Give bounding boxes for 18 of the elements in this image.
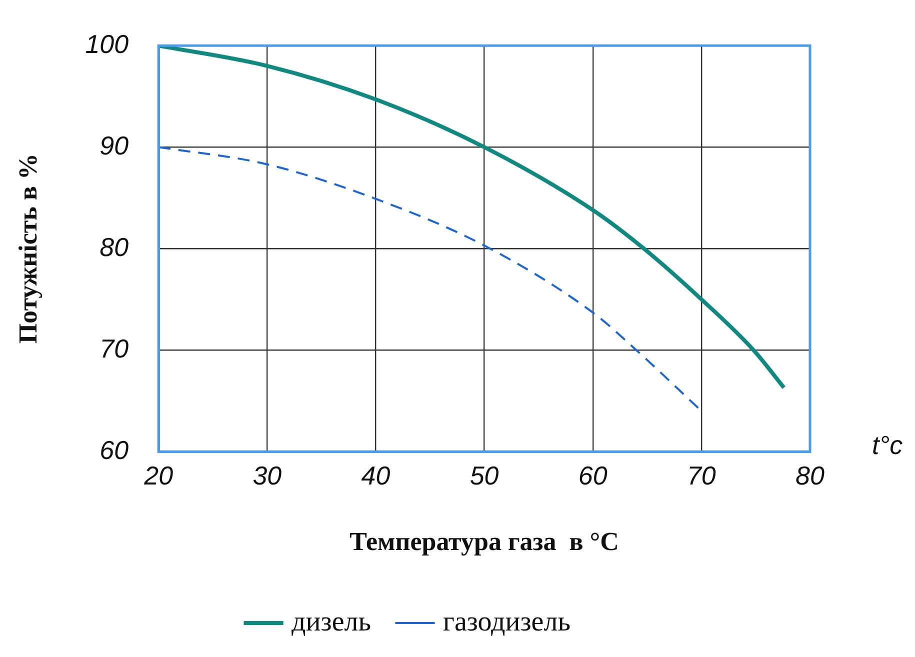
- x-tick-label: 80: [796, 460, 825, 490]
- line-series: [158, 46, 786, 390]
- legend-label: дизель: [292, 606, 372, 638]
- y-tick-label: 100: [85, 28, 130, 59]
- x-axis-title: Температура газа в °C: [350, 527, 619, 556]
- x-tick-label: 40: [361, 460, 391, 490]
- y-axis-title: Потужність в %: [13, 154, 42, 344]
- x-tick-label: 20: [143, 460, 174, 490]
- y-tick-label: 90: [100, 130, 130, 160]
- legend-label: газодизель: [443, 606, 570, 638]
- x-tick-label: 60: [578, 460, 608, 490]
- y-tick-label: 70: [100, 333, 130, 364]
- y-tick-label: 80: [100, 232, 130, 262]
- y-tick-label: 60: [100, 434, 130, 465]
- x-tick-label: 70: [686, 460, 716, 490]
- x-tick-label: 50: [470, 460, 500, 490]
- x-tick-label: 30: [252, 460, 282, 490]
- text: t°c: [872, 430, 903, 460]
